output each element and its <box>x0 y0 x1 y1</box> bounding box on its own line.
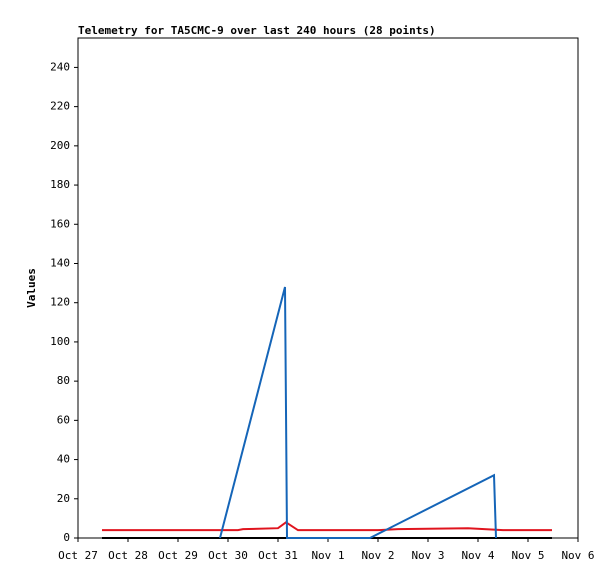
y-tick-label: 0 <box>63 531 70 544</box>
y-tick-label: 200 <box>50 139 70 152</box>
x-tick-label: Nov 2 <box>361 549 394 562</box>
x-tick-label: Nov 1 <box>311 549 344 562</box>
y-tick-label: 20 <box>57 492 70 505</box>
y-tick-label: 60 <box>57 413 70 426</box>
y-tick-label: 120 <box>50 296 70 309</box>
y-tick-label: 40 <box>57 453 70 466</box>
y-tick-label: 160 <box>50 217 70 230</box>
x-tick-label: Nov 4 <box>461 549 494 562</box>
y-tick-label: 80 <box>57 374 70 387</box>
x-tick-label: Nov 5 <box>511 549 544 562</box>
plot-frame <box>77 37 579 539</box>
x-tick-label: Nov 6 <box>561 549 594 562</box>
x-tick-label: Oct 30 <box>208 549 248 562</box>
series-line <box>219 286 497 539</box>
x-tick-label: Oct 27 <box>58 549 98 562</box>
series-line <box>102 521 552 532</box>
x-tick-label: Oct 31 <box>258 549 298 562</box>
x-tick-label: Oct 28 <box>108 549 148 562</box>
y-tick-label: 240 <box>50 60 70 73</box>
y-tick-label: 180 <box>50 178 70 191</box>
y-tick-label: 220 <box>50 100 70 113</box>
y-tick-label: 140 <box>50 256 70 269</box>
chart-title: Telemetry for TA5CMC-9 over last 240 hou… <box>78 24 436 37</box>
y-axis-label: Values <box>25 268 38 308</box>
x-tick-label: Oct 29 <box>158 549 198 562</box>
x-tick-label: Nov 3 <box>411 549 444 562</box>
y-tick-label: 100 <box>50 335 70 348</box>
